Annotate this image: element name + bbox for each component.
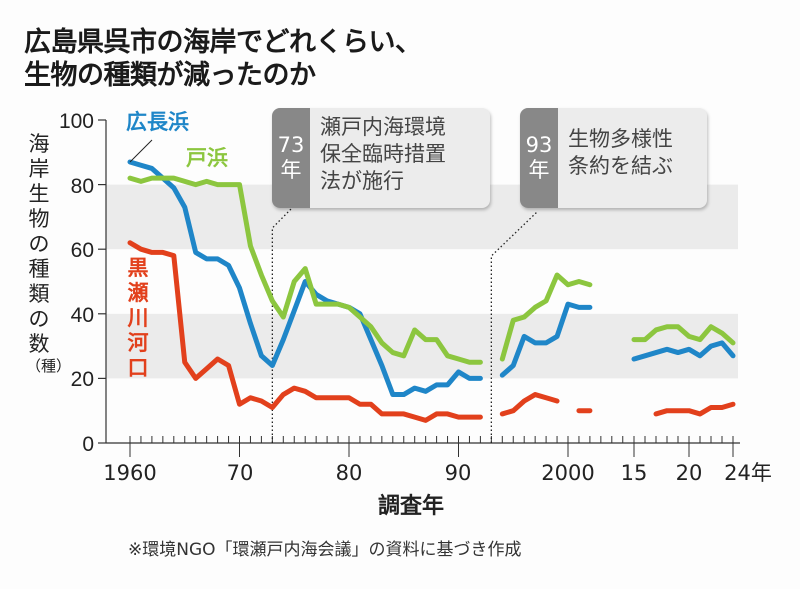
legend-kurosegawa-kakou: 黒瀬川河口 xyxy=(127,256,149,380)
legend-hironagahama: 広長浜 xyxy=(126,110,189,134)
annotation-year-unit: 年 xyxy=(280,158,302,182)
series-line-0 xyxy=(631,340,736,362)
x-tick-label: 90 xyxy=(445,461,472,485)
x-tick-label: 80 xyxy=(336,461,363,485)
annotation-year: 93 xyxy=(525,133,553,157)
x-tick-label: 24年 xyxy=(724,461,772,485)
y-axis-label: 海岸生物の種類の数 （種） xyxy=(26,132,72,375)
y-tick-label: 20 xyxy=(71,368,94,391)
series-line-2 xyxy=(499,392,560,417)
series-line-1 xyxy=(631,324,736,346)
y-tick-label: 100 xyxy=(59,110,94,133)
annotation-year: 73 xyxy=(277,133,305,157)
series-line-1 xyxy=(127,175,483,365)
y-tick-label: 80 xyxy=(71,175,94,198)
y-tick-label: 60 xyxy=(71,239,94,262)
annotation-1973: 73 年 瀬戸内海環境 保全臨時措置 法が施行 xyxy=(272,108,490,208)
y-axis-unit: （種） xyxy=(26,357,72,375)
source-note: ※環境NGO「環瀬戸内海会議」の資料に基づき作成 xyxy=(128,540,522,560)
annotation-1993: 93 年 生物多様性 条約を結ぶ xyxy=(520,108,707,208)
x-tick-label: 20 xyxy=(676,461,703,485)
x-tick-label: 2000 xyxy=(541,461,594,485)
annotation-text: 瀬戸内海環境 保全臨時措置 法が施行 xyxy=(320,115,446,193)
title-line-1: 広島県呉市の海岸でどれくらい、 xyxy=(24,27,422,58)
annotation-year-tab: 73 年 xyxy=(272,108,310,208)
annotation-year-unit: 年 xyxy=(528,158,550,182)
x-axis-title: 調査年 xyxy=(378,494,445,519)
series-line-2 xyxy=(653,401,736,417)
title-line-2: 生物の種類が減ったのか xyxy=(24,60,316,91)
series-line-0 xyxy=(499,301,593,378)
legend-tohama: 戸浜 xyxy=(186,146,228,170)
x-tick-label: 1960 xyxy=(103,461,156,485)
grid-band xyxy=(106,313,738,379)
y-tick-label: 0 xyxy=(82,433,94,456)
annotation-year-tab: 93 年 xyxy=(520,108,558,208)
series-line-2 xyxy=(127,240,483,423)
annotation-text: 生物多様性 条約を結ぶ xyxy=(568,127,673,178)
x-tick-label: 70 xyxy=(227,461,254,485)
label-leader-line xyxy=(129,139,153,163)
y-axis-label-text: 海岸生物の種類の数 xyxy=(28,132,50,356)
chart-title: 広島県呉市の海岸でどれくらい、 生物の種類が減ったのか xyxy=(24,26,422,92)
x-tick-label: 15 xyxy=(621,461,648,485)
annotation-1993-leader xyxy=(490,211,538,443)
series-line-0 xyxy=(127,159,483,398)
series-line-1 xyxy=(499,272,593,362)
y-tick-label: 40 xyxy=(71,304,94,327)
